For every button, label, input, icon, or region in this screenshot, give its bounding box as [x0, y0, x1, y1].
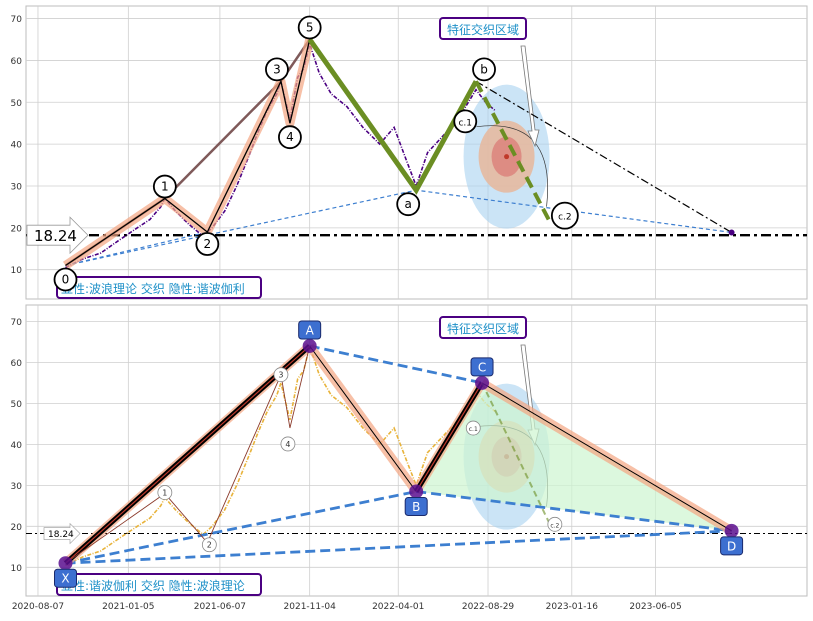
- panel-top-wave-label-circle: [550, 201, 579, 230]
- panel-bottom-wave-label: 4: [285, 440, 290, 449]
- x-tick-label: 2020-08-07: [12, 602, 64, 612]
- panel-bottom-wave-label: c.2: [550, 522, 559, 529]
- panel-bottom-wave-label: 2: [207, 541, 212, 550]
- panel-bottom-harmonic-label: B: [412, 500, 420, 514]
- panel-bottom-y-tick-label: 60: [11, 359, 23, 369]
- panel-top-b-end-line: [475, 80, 732, 233]
- panel-top-wave-label: b: [480, 62, 488, 76]
- panel-bottom-harmonic-label-box: [53, 568, 77, 588]
- panel-top-y-tick-label: 30: [11, 182, 23, 192]
- panel-top-wave-label-circle: [265, 57, 289, 82]
- panel-top-wave-label-circle: [53, 267, 78, 292]
- panel-bottom-harmonic-node: [409, 484, 424, 499]
- panel-top-c-projection: [474, 80, 553, 225]
- panel-bottom-y-tick-label: 70: [11, 318, 23, 328]
- panel-top-wave-label: 1: [161, 180, 169, 194]
- panel-bottom-wave-label: 1: [162, 489, 167, 498]
- panel-bottom-wave-label-circle: [465, 420, 481, 436]
- panel-bottom-y-tick-label: 10: [11, 564, 23, 574]
- panel-top-zone-center: [504, 154, 510, 160]
- panel-top-zone-label-box: [439, 17, 527, 40]
- panel-bottom-harmonic-node: [475, 375, 490, 390]
- panel-top-wave-label-circle: [297, 15, 322, 40]
- panel-top-zone-label: 特征交织区域: [447, 22, 519, 37]
- panel-top-level-label-box: [26, 216, 89, 255]
- panel-bottom-caption: 显性:谐波伽利 交织 隐性:波浪理论: [61, 578, 245, 593]
- panel-top-end-node: [728, 229, 735, 236]
- panel-top-wave-label: c.2: [558, 213, 572, 223]
- panel-top-wave-label-circle: [152, 174, 177, 199]
- panel-bottom-wave-label: c.1: [469, 426, 478, 433]
- panel-bottom-harmonic-dashed: [65, 529, 732, 565]
- panel-bottom-harmonic-label: X: [61, 572, 69, 586]
- panel-bottom-harmonic-leg-inner: [415, 382, 483, 492]
- panel-top-wave-label-circle: [278, 125, 302, 150]
- x-tick-label: 2022-04-01: [372, 602, 424, 612]
- panel-bottom-wave-label-circle: [273, 367, 289, 383]
- panel-top-y-tick-label: 70: [11, 15, 23, 25]
- panel-top-caption: 显性:波浪理论 交织 隐性:谐波伽利: [61, 281, 245, 296]
- panel-bottom-level-label: 18.24: [48, 530, 74, 540]
- panel-bottom-harmonic-label-box: [404, 496, 428, 516]
- panel-bottom-wave-label-circle: [201, 537, 217, 553]
- panel-top-wave-label-circle: [195, 232, 220, 256]
- panel-top-wave-line: [65, 39, 311, 267]
- panel-bottom-wave-label-circle: [547, 516, 563, 532]
- panel-bottom-y-tick-label: 50: [11, 400, 23, 410]
- panel-top-plot-area: [25, 5, 808, 300]
- panel-bottom-wave-label-circle: [157, 485, 173, 500]
- panel-top-support-line-2: [65, 231, 208, 267]
- panel-bottom-y-tick-label: 40: [11, 441, 23, 451]
- panel-bottom-y-tick-label: 20: [11, 523, 23, 533]
- panel-bottom-level-label-box: [43, 522, 81, 545]
- panel-bottom-harmonic-label: D: [727, 539, 736, 553]
- panel-bottom-harmonic-label-box: [720, 536, 744, 556]
- panel-bottom-plot-area: [25, 304, 808, 597]
- panel-bottom-harmonic-node: [724, 523, 739, 538]
- panel-bottom-wave-label: 3: [278, 371, 283, 380]
- panel-bottom-harmonic-dashed: [416, 490, 732, 533]
- panel-top-wave-label-circle: [396, 192, 421, 217]
- panel-top-y-tick-label: 60: [11, 57, 23, 67]
- panel-top-y-tick-label: 20: [11, 224, 23, 234]
- panel-top-level-label: 18.24: [34, 227, 77, 245]
- panel-top-wave-label: 0: [62, 273, 70, 287]
- panel-top-wave-label: 5: [306, 20, 314, 34]
- panel-bottom-harmonic-label-box: [298, 320, 322, 340]
- panel-bottom-y-tick-label: 30: [11, 482, 23, 492]
- panel-top-wave-label-circle: [472, 57, 496, 82]
- x-tick-label: 2023-01-16: [546, 602, 599, 612]
- x-tick-label: 2021-01-05: [102, 602, 154, 612]
- panel-bottom-zone-label-box: [439, 316, 527, 339]
- panel-top-y-tick-label: 50: [11, 99, 23, 109]
- panel-top-wave-label: a: [405, 197, 412, 211]
- panel-bottom-harmonic-node: [58, 556, 73, 571]
- panel-bottom-harmonic-label-box: [470, 357, 494, 377]
- panel-top-wave-label: 4: [286, 130, 294, 144]
- panel-top-wave-label: 3: [273, 62, 281, 76]
- panel-bottom-wave-label-circle: [280, 436, 296, 452]
- panel-bottom-harmonic-label: A: [306, 323, 315, 337]
- panel-bottom-harmonic-triangle: [416, 382, 732, 531]
- panel-top-zone-arrow: [520, 45, 540, 148]
- panel-top-wave-label-circle: [453, 109, 478, 134]
- x-tick-label: 2023-06-05: [629, 602, 681, 612]
- panel-bottom-harmonic-label: C: [478, 360, 486, 374]
- panel-top-wave-label: 2: [204, 237, 212, 251]
- panel-bottom-harmonic-leg-inner: [65, 345, 311, 564]
- panel-bottom-zone-label: 特征交织区域: [447, 321, 519, 336]
- panel-bottom-harmonic-leg-thin: [481, 382, 732, 532]
- panel-top-y-tick-label: 40: [11, 141, 23, 151]
- panel-bottom-harmonic-leg-thin: [309, 345, 417, 492]
- x-tick-label: 2021-11-04: [284, 602, 337, 612]
- panel-top-y-tick-label: 10: [11, 266, 23, 276]
- panel-bottom-c-projection: [481, 382, 552, 527]
- x-tick-label: 2021-06-07: [194, 602, 246, 612]
- panel-bottom-harmonic-node: [302, 338, 317, 353]
- panel-bottom-wave-thin: [65, 345, 311, 564]
- x-tick-label: 2022-08-29: [462, 602, 515, 612]
- panel-top-wave-label: c.1: [458, 118, 472, 128]
